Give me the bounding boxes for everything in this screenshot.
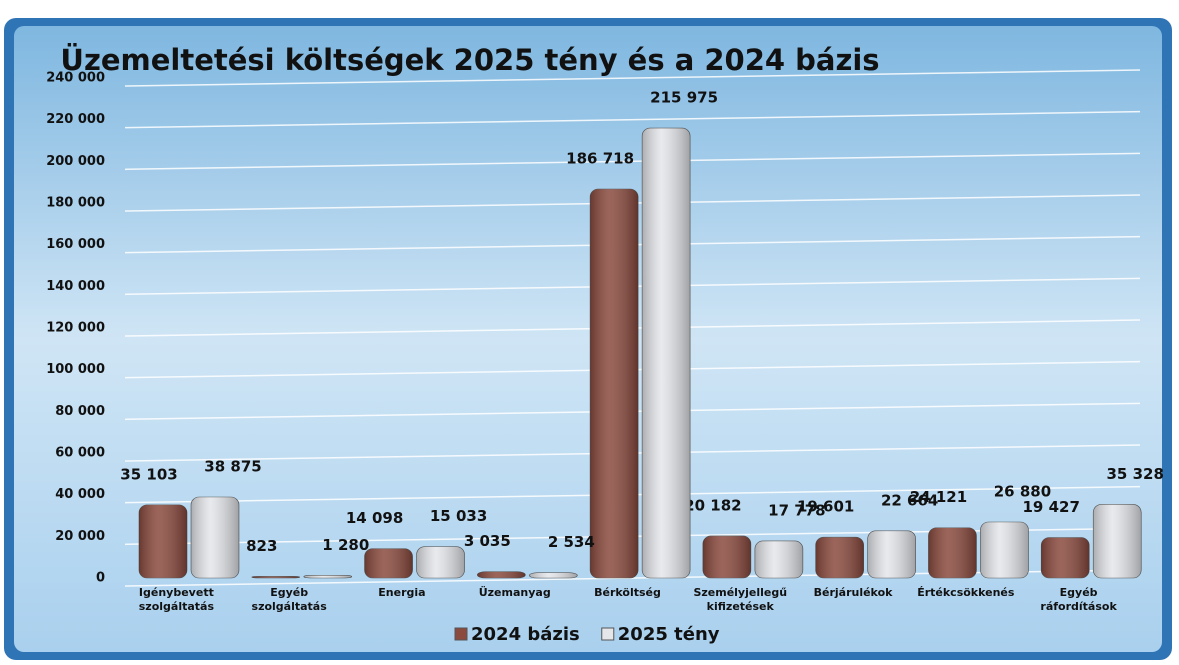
x-tick-label: Egyéb szolgáltatás — [251, 586, 327, 613]
value-label: 215 975 — [650, 89, 718, 107]
y-tick-label: 220 000 — [46, 112, 105, 127]
bar-shade — [867, 530, 916, 578]
value-label: 15 033 — [430, 507, 487, 525]
grid-line — [124, 69, 1141, 87]
x-tick-label-box: Bérjárulékok — [813, 586, 893, 599]
bar-group — [1040, 537, 1090, 579]
x-tick-label-box: Értékcsökkenés — [917, 586, 1015, 599]
bar-shade — [303, 575, 352, 578]
bar-shade — [364, 548, 413, 578]
y-tick-label: 40 000 — [55, 487, 105, 502]
bar-shade — [139, 504, 187, 578]
value-label: 823 — [246, 537, 277, 555]
value-label: 2 534 — [548, 533, 595, 551]
legend-swatch — [454, 627, 468, 641]
bar-group — [1092, 504, 1142, 579]
legend-swatch — [601, 627, 615, 641]
y-tick-label: 20 000 — [55, 529, 105, 544]
value-label: 20 182 — [684, 496, 741, 514]
y-tick-label: 0 — [96, 571, 105, 586]
bar-group — [702, 535, 752, 579]
x-tick-label: Értékcsökkenés — [917, 586, 1015, 599]
panel — [14, 26, 1162, 652]
value-label: 19 427 — [1023, 498, 1080, 516]
x-tick-label: Egyéb ráfordítások — [1040, 586, 1117, 613]
y-tick-label: 100 000 — [46, 362, 105, 377]
legend-label: 2025 tény — [618, 624, 720, 645]
x-tick-label: Személyjellegű kifizetések — [693, 586, 788, 613]
y-tick-label: 240 000 — [46, 71, 105, 86]
x-tick-label-box: Igénybevett szolgáltatás — [138, 586, 215, 613]
bar-shade — [191, 497, 239, 578]
chart-title: Üzemeltetési költségek 2025 tény és a 20… — [60, 43, 879, 77]
bar-group — [641, 127, 691, 579]
value-label: 17 778 — [768, 501, 825, 519]
bar-shade — [702, 535, 751, 578]
y-tick-label: 80 000 — [55, 404, 105, 419]
x-tick-label: Energia — [378, 586, 426, 599]
value-label: 19 601 — [797, 498, 854, 516]
bar-group — [980, 521, 1029, 579]
bar-shade — [815, 537, 864, 578]
value-label: 22 664 — [881, 491, 938, 509]
x-tick-label: Igénybevett szolgáltatás — [138, 586, 215, 613]
bar-group — [589, 188, 639, 579]
y-tick-label: 180 000 — [46, 196, 105, 211]
bar-group — [364, 548, 413, 579]
bar-shade — [251, 576, 300, 578]
value-label: 35 328 — [1107, 465, 1164, 483]
bar-shade — [590, 189, 639, 579]
grid-line — [124, 110, 1141, 129]
x-tick-label-box: Energia — [378, 586, 426, 599]
x-tick-label-box: Bérköltség — [594, 586, 661, 599]
bar-group — [928, 527, 977, 579]
bar-shade — [477, 571, 526, 578]
x-tick-label: Bérjárulékok — [813, 586, 893, 599]
y-tick-label: 160 000 — [46, 237, 105, 252]
bar-shade — [529, 572, 578, 578]
x-tick-label-box: Üzemanyag — [478, 586, 551, 599]
y-tick-label: 200 000 — [46, 154, 105, 169]
value-label: 14 098 — [346, 509, 403, 527]
value-label: 38 875 — [204, 458, 261, 476]
bar-shade — [928, 527, 977, 578]
bar-shade — [1041, 537, 1090, 578]
bar-group — [477, 571, 526, 579]
x-tick-label: Bérköltség — [594, 586, 661, 599]
bar-shade — [416, 546, 465, 578]
y-tick-label: 120 000 — [46, 321, 105, 336]
y-tick-label: 140 000 — [46, 279, 105, 294]
value-label: 35 103 — [120, 465, 177, 483]
bar-group — [754, 540, 804, 579]
x-tick-label-box: Egyéb szolgáltatás — [251, 586, 327, 613]
bar-group — [303, 575, 353, 579]
bar-group — [529, 572, 578, 579]
bar-shade — [642, 128, 691, 579]
value-label: 3 035 — [464, 532, 511, 550]
bar-group — [815, 536, 864, 579]
bar-group — [416, 546, 465, 579]
bar-group — [190, 496, 240, 579]
value-label: 186 718 — [566, 150, 634, 168]
bar-shade — [980, 522, 1029, 578]
bar-shade — [1093, 504, 1142, 578]
y-tick-label: 60 000 — [55, 446, 105, 461]
grid-line — [124, 152, 1141, 171]
value-label: 24 121 — [910, 488, 967, 506]
bar-group — [138, 504, 188, 579]
bar-group — [251, 575, 301, 579]
value-label: 26 880 — [994, 483, 1051, 501]
x-tick-label: Üzemanyag — [478, 586, 551, 599]
bar-group — [867, 530, 916, 579]
bar-shade — [754, 540, 803, 578]
x-tick-label-box: Egyéb ráfordítások — [1040, 586, 1117, 613]
x-tick-label-box: Személyjellegű kifizetések — [693, 586, 788, 613]
value-label: 1 280 — [322, 536, 369, 554]
legend-label: 2024 bázis — [471, 624, 580, 645]
